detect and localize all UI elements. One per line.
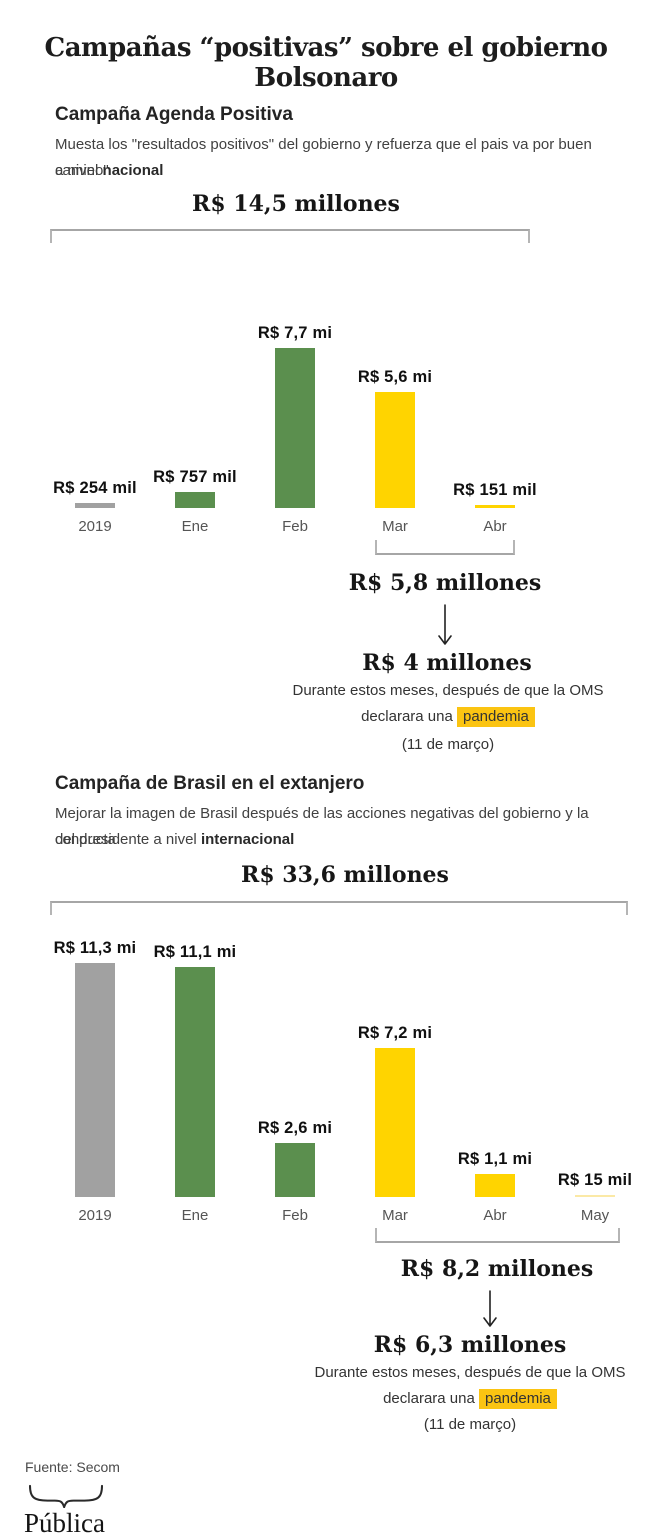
x-axis-label: Ene [181, 518, 209, 535]
chart1-note-prefix: declarara una [361, 708, 457, 725]
bar-abr [475, 505, 515, 508]
section2-description-line2: del presidente a nivel internacional [55, 827, 635, 853]
bar-ene [175, 492, 215, 508]
chart1-note-line3: (11 de março) [401, 736, 495, 753]
bar-value-label: R$ 5,6 mi [357, 368, 433, 386]
bar-value-label: R$ 2,6 mi [257, 1119, 333, 1137]
down-arrow-icon [438, 604, 452, 645]
section2-description-line1: Mejorar la imagen de Brasil después de l… [55, 805, 589, 848]
down-arrow-icon [483, 1290, 497, 1327]
x-axis-label: Feb [282, 1207, 308, 1224]
bar-value-label: R$ 15 mil [557, 1171, 633, 1189]
bar-abr [475, 1174, 515, 1197]
bar-2019 [75, 963, 115, 1197]
section2-desc-prefix: del presidente a nivel [55, 831, 201, 848]
section1-desc-bold: nacional [102, 162, 164, 179]
publica-brace-icon [28, 1484, 104, 1511]
chart2-note-line1: Durante estos meses, después de que la O… [314, 1364, 626, 1381]
x-axis-label: Mar [382, 1207, 408, 1224]
chart2-total-bracket [50, 901, 628, 915]
source-credit: Fuente: Secom [25, 1459, 120, 1475]
section1-heading: Campaña Agenda Positiva [55, 104, 293, 125]
bar-mar [375, 1048, 415, 1197]
x-axis-label: Mar [382, 518, 408, 535]
chart1-post-label: R$ 4 millones [362, 650, 532, 676]
publica-logo: Pública [24, 1484, 108, 1536]
pandemia-highlight: pandemia [457, 707, 535, 727]
bar-value-label: R$ 254 mil [53, 479, 137, 497]
chart2-post-label: R$ 6,3 millones [373, 1332, 567, 1358]
chart2-note-line3: (11 de março) [423, 1416, 517, 1433]
x-axis-label: 2019 [78, 518, 112, 535]
bar-2019 [75, 503, 115, 508]
x-axis-label: 2019 [78, 1207, 112, 1224]
x-axis-label: Ene [181, 1207, 209, 1224]
page-title: Campañas “positivas” sobre el gobierno B… [44, 33, 608, 93]
bar-mar [375, 392, 415, 508]
bar-value-label: R$ 7,2 mi [357, 1024, 433, 1042]
bar-value-label: R$ 7,7 mi [257, 324, 333, 342]
chart2-subtotal-bracket [375, 1228, 620, 1243]
section1-desc-prefix: a nivel [55, 162, 103, 179]
chart2-subtotal-label: R$ 8,2 millones [400, 1256, 594, 1282]
bar-feb [275, 348, 315, 508]
bar-value-label: R$ 151 mil [453, 481, 537, 499]
section2-heading: Campaña de Brasil en el extanjero [55, 773, 365, 794]
chart1-subtotal-label: R$ 5,8 millones [348, 570, 542, 596]
chart2-note-prefix: declarara una [383, 1390, 479, 1407]
bar-chart-agenda-positiva: R$ 254 mil 2019 R$ 757 mil Ene R$ 7,7 mi Feb R… [0, 258, 652, 536]
bar-ene [175, 967, 215, 1197]
x-axis-label: May [580, 1207, 610, 1224]
publica-logo-text: Pública [24, 1508, 105, 1536]
bar-value-label: R$ 1,1 mi [457, 1150, 533, 1168]
x-axis-label: Abr [483, 518, 507, 535]
section2-desc-bold: internacional [200, 831, 295, 848]
bar-value-label: R$ 11,3 mi [53, 939, 137, 957]
x-axis-label: Feb [282, 518, 308, 535]
chart1-total-bracket [50, 229, 530, 243]
bar-chart-brasil-extranjero: R$ 11,3 mi 2019 R$ 11,1 mi Ene R$ 2,6 mi Feb R… [0, 939, 652, 1225]
chart2-total-label: R$ 33,6 millones [241, 862, 449, 888]
chart1-note-line2: declarara una pandemia [288, 707, 608, 727]
section1-description-line2: a nivel nacional [55, 158, 635, 184]
x-axis-label: Abr [483, 1207, 507, 1224]
chart1-total-label: R$ 14,5 millones [192, 191, 400, 217]
chart2-note-line2: declarara una pandemia [310, 1389, 630, 1409]
pandemia-highlight: pandemia [479, 1389, 557, 1409]
bar-value-label: R$ 11,1 mi [153, 943, 237, 961]
bar-feb [275, 1143, 315, 1197]
chart1-note-line1: Durante estos meses, después de que la O… [292, 682, 604, 699]
bar-value-label: R$ 757 mil [153, 468, 237, 486]
chart1-subtotal-bracket [375, 540, 515, 555]
section1-description-line1: Muesta los "resultados positivos" del go… [55, 136, 592, 179]
bar-may [575, 1195, 615, 1197]
